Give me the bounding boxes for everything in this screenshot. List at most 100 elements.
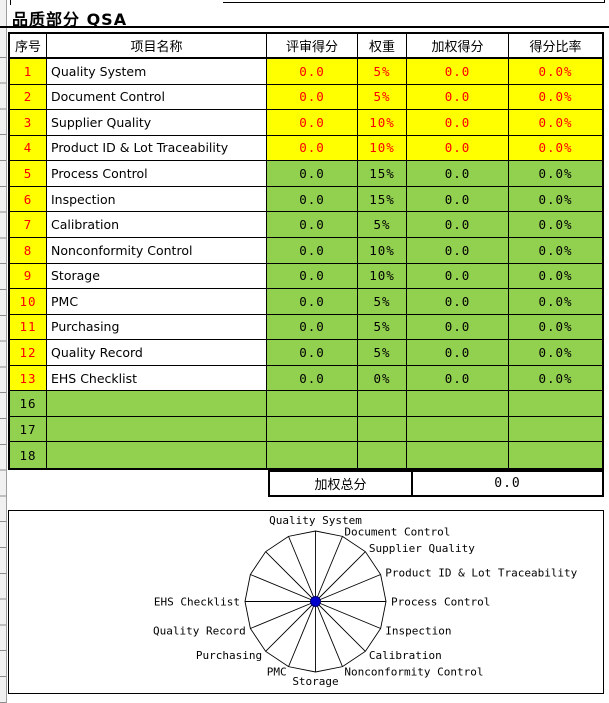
radar-chart[interactable]: Quality System Document Control Supplier Q… bbox=[8, 510, 604, 694]
review-score-cell[interactable]: 0.0 bbox=[267, 340, 358, 366]
weighted-score-cell[interactable] bbox=[407, 442, 509, 468]
weighted-score-cell[interactable]: 0.0 bbox=[407, 135, 509, 162]
review-score-cell[interactable] bbox=[267, 442, 358, 468]
weighted-score-cell[interactable]: 0.0 bbox=[407, 110, 509, 136]
weight-cell[interactable] bbox=[358, 391, 407, 417]
weight-cell[interactable] bbox=[358, 442, 407, 468]
project-name-cell[interactable] bbox=[47, 391, 267, 417]
row-number-cell[interactable]: 7 bbox=[10, 212, 47, 238]
weighted-score-cell[interactable] bbox=[407, 416, 509, 443]
review-score-cell[interactable]: 0.0 bbox=[267, 237, 358, 264]
weighted-score-cell[interactable]: 0.0 bbox=[407, 314, 509, 341]
project-name-cell[interactable]: Storage bbox=[47, 263, 267, 290]
weight-cell[interactable]: 5% bbox=[358, 212, 407, 238]
row-number-cell[interactable]: 18 bbox=[10, 442, 47, 468]
project-name-cell[interactable]: Document Control bbox=[47, 84, 267, 111]
project-name-cell[interactable]: Product ID & Lot Traceability bbox=[47, 135, 267, 162]
score-ratio-cell[interactable] bbox=[509, 416, 602, 443]
review-score-cell[interactable]: 0.0 bbox=[267, 135, 358, 162]
review-score-cell[interactable]: 0.0 bbox=[267, 263, 358, 290]
weighted-score-cell[interactable]: 0.0 bbox=[407, 340, 509, 366]
review-score-cell[interactable]: 0.0 bbox=[267, 212, 358, 238]
score-ratio-cell[interactable]: 0.0% bbox=[509, 340, 602, 366]
row-number-cell[interactable]: 9 bbox=[10, 263, 47, 290]
score-ratio-cell[interactable]: 0.0% bbox=[509, 263, 602, 290]
row-number-cell[interactable]: 17 bbox=[10, 416, 47, 443]
weighted-score-cell[interactable]: 0.0 bbox=[407, 161, 509, 187]
row-number-cell[interactable]: 5 bbox=[10, 161, 47, 187]
review-score-cell[interactable]: 0.0 bbox=[267, 59, 358, 85]
weight-cell[interactable]: 5% bbox=[358, 289, 407, 315]
score-ratio-cell[interactable]: 0.0% bbox=[509, 237, 602, 264]
weighted-score-cell[interactable]: 0.0 bbox=[407, 263, 509, 290]
project-name-cell[interactable]: Quality System bbox=[47, 59, 267, 85]
score-ratio-cell[interactable]: 0.0% bbox=[509, 110, 602, 136]
review-score-cell[interactable]: 0.0 bbox=[267, 110, 358, 136]
review-score-cell[interactable]: 0.0 bbox=[267, 314, 358, 341]
score-ratio-cell[interactable]: 0.0% bbox=[509, 289, 602, 315]
weighted-score-cell[interactable]: 0.0 bbox=[407, 186, 509, 213]
weighted-total-label-cell[interactable]: 加权总分 bbox=[268, 470, 412, 497]
weighted-score-cell[interactable]: 0.0 bbox=[407, 237, 509, 264]
score-ratio-cell[interactable]: 0.0% bbox=[509, 365, 602, 392]
weight-cell[interactable]: 15% bbox=[358, 186, 407, 213]
score-ratio-cell[interactable]: 0.0% bbox=[509, 135, 602, 162]
weight-cell[interactable]: 10% bbox=[358, 135, 407, 162]
review-score-cell[interactable] bbox=[267, 391, 358, 417]
score-ratio-cell[interactable]: 0.0% bbox=[509, 59, 602, 85]
weight-cell[interactable] bbox=[358, 416, 407, 443]
weighted-score-cell[interactable] bbox=[407, 391, 509, 417]
row-number-cell[interactable]: 3 bbox=[10, 110, 47, 136]
score-ratio-cell[interactable]: 0.0% bbox=[509, 84, 602, 111]
row-number-cell[interactable]: 1 bbox=[10, 59, 47, 85]
weighted-total-value-cell[interactable]: 0.0 bbox=[412, 470, 604, 497]
project-name-cell[interactable]: Supplier Quality bbox=[47, 110, 267, 136]
review-score-cell[interactable]: 0.0 bbox=[267, 161, 358, 187]
weighted-score-cell[interactable]: 0.0 bbox=[407, 365, 509, 392]
row-number-cell[interactable]: 13 bbox=[10, 365, 47, 392]
row-number-cell[interactable]: 4 bbox=[10, 135, 47, 162]
row-number-cell[interactable]: 6 bbox=[10, 186, 47, 213]
weight-cell[interactable]: 0% bbox=[358, 365, 407, 392]
review-score-cell[interactable]: 0.0 bbox=[267, 365, 358, 392]
review-score-cell[interactable]: 0.0 bbox=[267, 289, 358, 315]
score-ratio-cell[interactable]: 0.0% bbox=[509, 212, 602, 238]
project-name-cell[interactable]: PMC bbox=[47, 289, 267, 315]
row-number-cell[interactable]: 2 bbox=[10, 84, 47, 111]
project-name-cell[interactable]: Purchasing bbox=[47, 314, 267, 341]
score-ratio-cell[interactable]: 0.0% bbox=[509, 186, 602, 213]
row-number-cell[interactable]: 8 bbox=[10, 237, 47, 264]
project-name-cell[interactable]: Process Control bbox=[47, 161, 267, 187]
review-score-cell[interactable]: 0.0 bbox=[267, 84, 358, 111]
review-score-cell[interactable]: 0.0 bbox=[267, 186, 358, 213]
weighted-score-cell[interactable]: 0.0 bbox=[407, 84, 509, 111]
project-name-cell[interactable]: EHS Checklist bbox=[47, 365, 267, 392]
weight-cell[interactable]: 5% bbox=[358, 314, 407, 341]
weighted-score-cell[interactable]: 0.0 bbox=[407, 59, 509, 85]
score-ratio-cell[interactable]: 0.0% bbox=[509, 161, 602, 187]
review-score-cell[interactable] bbox=[267, 416, 358, 443]
row-number-cell[interactable]: 10 bbox=[10, 289, 47, 315]
score-ratio-cell[interactable]: 0.0% bbox=[509, 314, 602, 341]
weight-cell[interactable]: 5% bbox=[358, 340, 407, 366]
sheet-title: 品质部分 QSA bbox=[12, 10, 128, 29]
project-name-cell[interactable] bbox=[47, 442, 267, 468]
weighted-score-cell[interactable]: 0.0 bbox=[407, 289, 509, 315]
weight-cell[interactable]: 5% bbox=[358, 84, 407, 111]
score-ratio-cell[interactable] bbox=[509, 442, 602, 468]
project-name-cell[interactable]: Inspection bbox=[47, 186, 267, 213]
weight-cell[interactable]: 15% bbox=[358, 161, 407, 187]
project-name-cell[interactable] bbox=[47, 416, 267, 443]
score-ratio-cell[interactable] bbox=[509, 391, 602, 417]
weight-cell[interactable]: 10% bbox=[358, 263, 407, 290]
weighted-score-cell[interactable]: 0.0 bbox=[407, 212, 509, 238]
project-name-cell[interactable]: Quality Record bbox=[47, 340, 267, 366]
project-name-cell[interactable]: Nonconformity Control bbox=[47, 237, 267, 264]
weight-cell[interactable]: 5% bbox=[358, 59, 407, 85]
weight-cell[interactable]: 10% bbox=[358, 237, 407, 264]
project-name-cell[interactable]: Calibration bbox=[47, 212, 267, 238]
row-number-cell[interactable]: 12 bbox=[10, 340, 47, 366]
row-number-cell[interactable]: 11 bbox=[10, 314, 47, 341]
weight-cell[interactable]: 10% bbox=[358, 110, 407, 136]
row-number-cell[interactable]: 16 bbox=[10, 391, 47, 417]
